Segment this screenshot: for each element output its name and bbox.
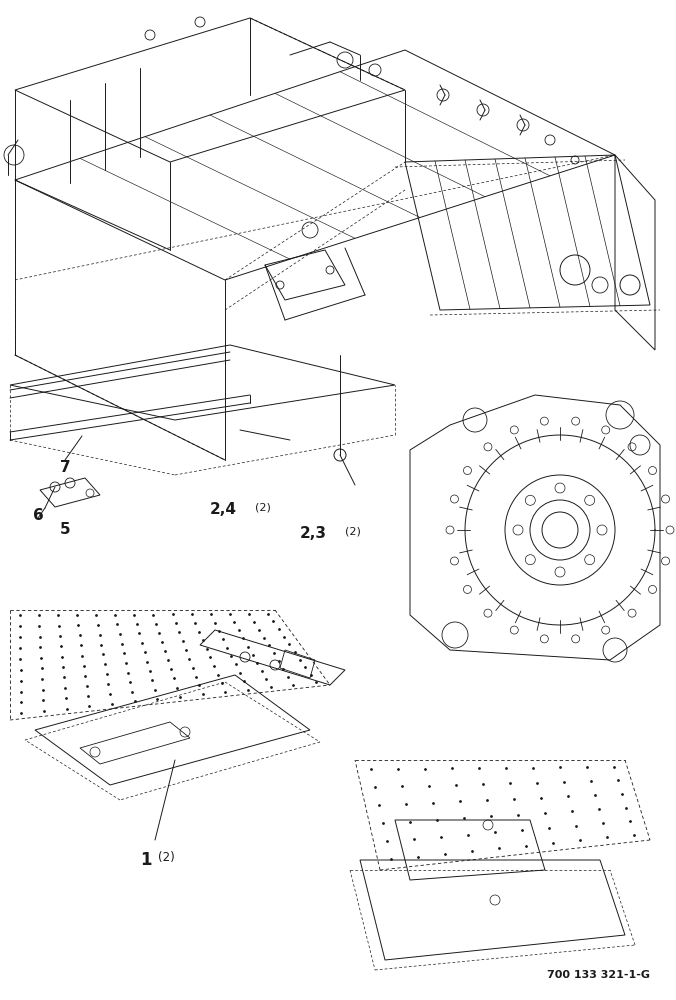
Text: 1: 1 <box>140 851 151 869</box>
Text: (2): (2) <box>158 852 175 864</box>
Text: 2,3: 2,3 <box>300 526 327 540</box>
Text: 7: 7 <box>59 460 70 476</box>
Text: 5: 5 <box>59 522 70 538</box>
Text: (2): (2) <box>255 503 271 513</box>
Text: 700 133 321-1-G: 700 133 321-1-G <box>547 970 650 980</box>
Text: 2,4: 2,4 <box>210 502 237 518</box>
Text: 6: 6 <box>32 508 43 522</box>
Text: (2): (2) <box>345 526 361 536</box>
